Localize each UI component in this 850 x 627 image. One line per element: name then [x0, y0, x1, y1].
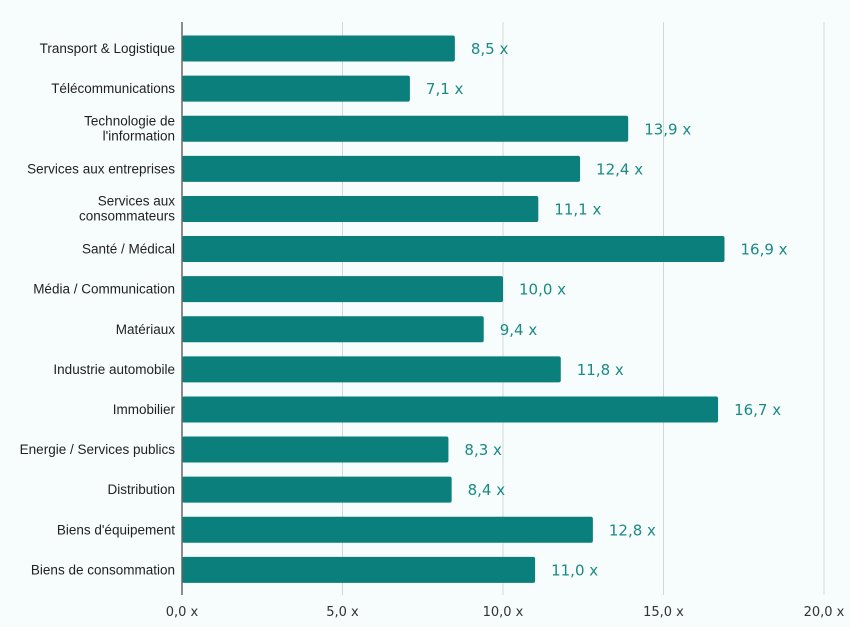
category-label: Transport & Logistique: [40, 41, 175, 56]
bar: [182, 155, 581, 182]
bar: [182, 195, 539, 222]
bar: [182, 276, 503, 303]
category-label: Biens de consommation: [31, 562, 175, 577]
data-label: 13,9 x: [644, 120, 691, 138]
category-label-line: Industrie automobile: [53, 362, 175, 377]
category-label: Média / Communication: [33, 282, 175, 297]
data-label: 11,1 x: [554, 200, 601, 218]
bar: [182, 556, 536, 583]
data-label: 16,7 x: [734, 401, 781, 419]
bar: [182, 75, 410, 102]
bar: [182, 35, 455, 62]
data-label: 16,9 x: [740, 241, 787, 259]
category-label-line: Matériaux: [116, 322, 176, 337]
category-label: Industrie automobile: [53, 362, 175, 377]
category-label-line: Services aux: [98, 193, 176, 208]
category-label-line: Services aux entreprises: [27, 161, 175, 176]
category-label-line: Immobilier: [113, 402, 176, 417]
category-label: Technologie de l'information: [84, 113, 175, 143]
category-label-line: l'information: [103, 128, 175, 143]
x-tick-label: 10,0 x: [483, 605, 524, 620]
bar: [182, 396, 719, 423]
category-label-line: Biens de consommation: [31, 562, 175, 577]
category-label: Distribution: [107, 482, 175, 497]
bar: [182, 316, 484, 343]
data-label: 8,4 x: [468, 481, 506, 499]
x-tick-label: 15,0 x: [643, 605, 684, 620]
category-label-line: Santé / Médical: [82, 242, 175, 257]
data-label: 12,4 x: [596, 160, 643, 178]
bar: [182, 115, 629, 142]
category-label-line: Distribution: [107, 482, 175, 497]
data-label: 10,0 x: [519, 281, 566, 299]
data-label: 11,8 x: [577, 361, 624, 379]
category-label: Immobilier: [113, 402, 176, 417]
category-label-line: Télécommunications: [51, 81, 175, 96]
bar: [182, 476, 452, 503]
category-label-line: Biens d'équipement: [57, 522, 175, 537]
bar: [182, 236, 725, 263]
category-label-line: Energie / Services publics: [20, 442, 176, 457]
category-label: Services aux consommateurs: [79, 193, 175, 223]
data-label: 9,4 x: [500, 321, 538, 339]
category-label: Matériaux: [116, 322, 176, 337]
category-label: Energie / Services publics: [20, 442, 176, 457]
category-label: Télécommunications: [51, 81, 175, 96]
data-label: 8,3 x: [464, 441, 502, 459]
category-label: Biens d'équipement: [57, 522, 175, 537]
x-tick-label: 20,0 x: [804, 605, 845, 620]
data-label: 12,8 x: [609, 521, 656, 539]
data-label: 11,0 x: [551, 561, 598, 579]
category-label-line: Technologie de: [84, 113, 175, 128]
bar: [182, 356, 561, 383]
category-label-line: Transport & Logistique: [40, 41, 175, 56]
x-tick-label: 5,0 x: [326, 605, 359, 620]
bar: [182, 516, 593, 543]
category-label-line: consommateurs: [79, 208, 175, 223]
data-label: 7,1 x: [426, 80, 464, 98]
x-tick-label: 0,0 x: [166, 605, 199, 620]
category-label: Santé / Médical: [82, 242, 175, 257]
category-label: Services aux entreprises: [27, 161, 175, 176]
data-label: 8,5 x: [471, 40, 509, 58]
bar: [182, 436, 449, 463]
category-label-line: Média / Communication: [33, 282, 175, 297]
